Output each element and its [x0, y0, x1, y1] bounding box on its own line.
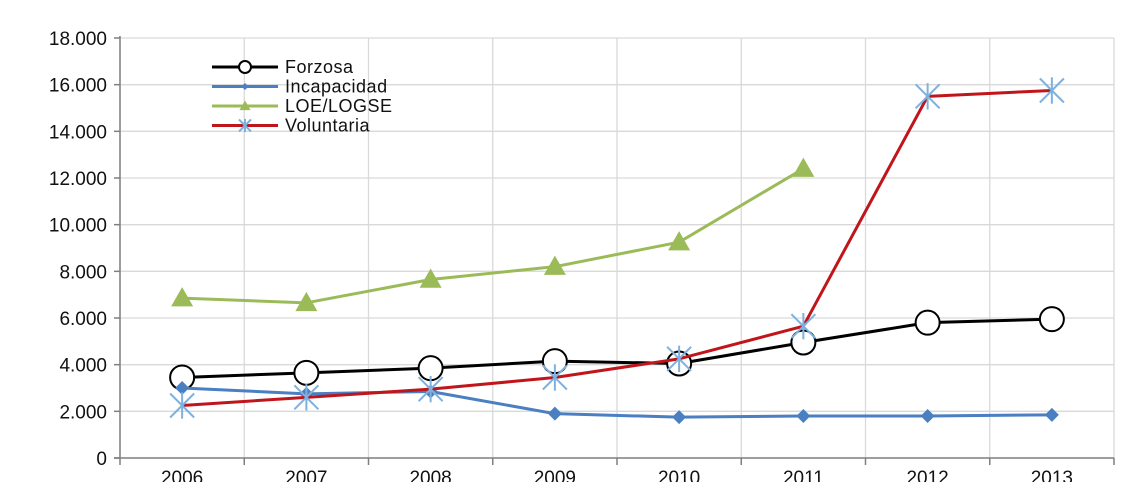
series-line-forzosa: [182, 317, 1052, 379]
series-loe-logse: [171, 157, 815, 312]
series-line-voluntaria: [182, 89, 1052, 407]
data-point-triangle-marker: [668, 231, 691, 251]
x-tick-label: 2012: [906, 468, 948, 482]
data-point-diamond-marker: [547, 406, 562, 421]
data-point-triangle-marker: [543, 255, 566, 275]
data-point-triangle-marker: [171, 287, 194, 307]
data-point-asterisk-marker: [790, 312, 817, 340]
axes: 0 2.000 4.000 6.000 8.000 10.000 12.000 14.000 1…: [49, 29, 1115, 482]
data-point-diamond-marker: [920, 409, 935, 423]
x-tick-label: 2007: [285, 468, 327, 482]
data-point-circle-marker: [293, 359, 320, 386]
data-point-diamond-marker: [175, 381, 190, 395]
y-tick-label: 8.000: [59, 262, 107, 283]
data-point-asterisk-marker: [169, 392, 195, 419]
x-tick-label: 2008: [409, 468, 451, 482]
x-tick-label: 2009: [534, 468, 576, 482]
y-tick-label: 0: [96, 449, 107, 470]
data-point-asterisk-marker: [1039, 77, 1065, 104]
legend-swatch-diamond-marker: [241, 83, 249, 90]
legend-label: LOE/LOGSE: [285, 96, 393, 116]
data-point-triangle-marker: [792, 157, 815, 177]
legend-item-forzosa: Forzosa: [212, 57, 354, 77]
data-point-asterisk-marker: [914, 83, 941, 110]
legend-label: Voluntaria: [285, 116, 371, 136]
data-point-circle-marker: [914, 309, 941, 336]
y-tick-label: 2.000: [59, 402, 107, 423]
data-point-diamond-marker: [1044, 407, 1059, 422]
y-tick-label: 6.000: [59, 309, 107, 330]
x-tick-label: 2013: [1031, 468, 1073, 482]
y-tick-label: 16.000: [49, 76, 107, 97]
series-line-incapacidad: [182, 386, 1052, 419]
x-tick-label: 2011: [783, 468, 824, 482]
y-tick-label: 12.000: [49, 169, 107, 190]
series-voluntaria: [169, 77, 1065, 419]
grid: [119, 37, 1115, 458]
x-tick-label: 2006: [161, 468, 203, 482]
data-point-asterisk-marker: [293, 384, 320, 411]
legend-swatch-asterisk-marker: [238, 118, 252, 133]
x-tick-label: 2010: [658, 468, 700, 482]
y-tick-label: 18.000: [49, 29, 107, 50]
data-point-asterisk-marker: [417, 375, 444, 403]
y-tick-label: 14.000: [49, 122, 107, 143]
legend-item-incapacidad: Incapacidad: [212, 77, 388, 97]
y-tick-label: 4.000: [59, 356, 107, 377]
data-point-diamond-marker: [796, 409, 811, 423]
data-point-asterisk-marker: [666, 345, 692, 373]
legend-label: Incapacidad: [285, 77, 388, 97]
series: [169, 77, 1065, 425]
data-point-asterisk-marker: [542, 364, 568, 391]
legend-swatch-circle-marker: [238, 60, 252, 74]
legend-label: Forzosa: [285, 57, 354, 77]
legend-item-loe-logse: LOE/LOGSE: [212, 96, 393, 116]
legend-swatch-triangle-marker: [239, 100, 251, 111]
data-point-circle-marker: [1038, 306, 1065, 333]
legend-item-voluntaria: Voluntaria: [212, 116, 371, 136]
y-tick-label: 10.000: [49, 216, 107, 237]
data-point-triangle-marker: [419, 268, 442, 288]
data-point-triangle-marker: [295, 291, 318, 312]
series-incapacidad: [175, 381, 1059, 425]
data-point-diamond-marker: [672, 410, 687, 425]
series-line-loe-logse: [182, 167, 805, 305]
